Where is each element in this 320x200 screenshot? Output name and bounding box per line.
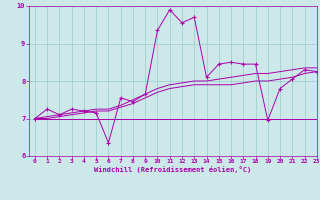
X-axis label: Windchill (Refroidissement éolien,°C): Windchill (Refroidissement éolien,°C)	[94, 166, 252, 173]
